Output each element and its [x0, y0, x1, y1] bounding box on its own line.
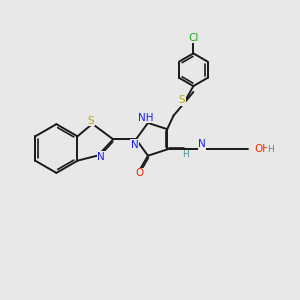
Text: Cl: Cl	[188, 33, 199, 43]
Text: H: H	[182, 150, 189, 159]
Text: O: O	[136, 168, 144, 178]
Text: NH: NH	[138, 112, 153, 123]
Text: H: H	[267, 145, 274, 154]
Text: S: S	[178, 95, 185, 105]
Text: N: N	[198, 139, 206, 149]
Text: S: S	[88, 116, 94, 126]
Text: N: N	[131, 140, 138, 150]
Text: N: N	[98, 152, 105, 162]
Text: OH: OH	[255, 144, 271, 154]
